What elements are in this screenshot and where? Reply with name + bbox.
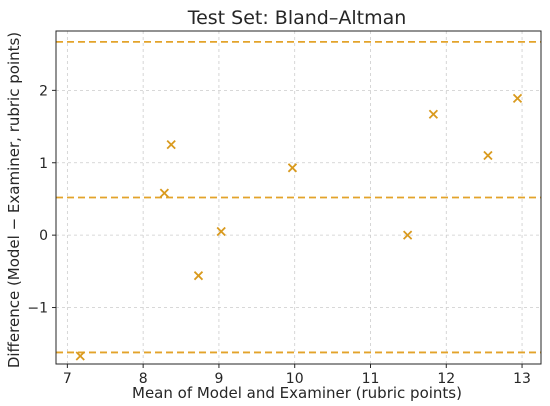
x-tick-label: 9 [214, 371, 223, 387]
x-tick-label: 7 [63, 371, 72, 387]
x-axis-label: Mean of Model and Examiner (rubric point… [132, 384, 462, 402]
y-tick-label: −1 [27, 301, 48, 317]
grid [56, 31, 541, 364]
chart-title: Test Set: Bland–Altman [187, 7, 407, 29]
reference-lines [56, 40, 541, 354]
x-tick-label: 13 [513, 371, 531, 387]
y-tick-label: 1 [39, 156, 48, 172]
x-tick-label: 12 [437, 371, 455, 387]
y-tick-label: 2 [39, 83, 48, 99]
data-point [402, 230, 413, 240]
data-points [75, 93, 523, 361]
plot-frame [55, 30, 542, 365]
data-point [159, 188, 170, 198]
data-point [428, 109, 439, 119]
data-point [512, 93, 523, 103]
data-point [75, 351, 85, 361]
x-tick-label: 11 [362, 371, 380, 387]
data-point [483, 150, 493, 161]
data-point [216, 226, 226, 237]
y-tick-label: 0 [39, 228, 48, 244]
data-point [193, 271, 204, 281]
y-axis-label: Difference (Model − Examiner, rubric poi… [5, 32, 23, 368]
x-tick-label: 10 [286, 371, 304, 387]
data-point [166, 140, 176, 150]
data-point [287, 163, 298, 173]
x-tick-label: 8 [139, 371, 148, 387]
